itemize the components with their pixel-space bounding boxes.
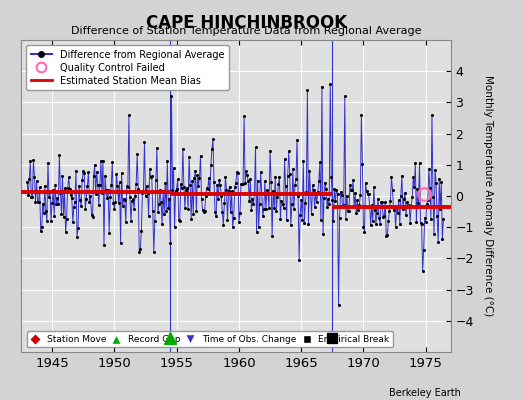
Legend: Station Move, Record Gap, Time of Obs. Change, Empirical Break: Station Move, Record Gap, Time of Obs. C… <box>27 331 393 348</box>
Y-axis label: Monthly Temperature Anomaly Difference (°C): Monthly Temperature Anomaly Difference (… <box>483 75 493 317</box>
Text: CAPE HINCHINBROOK: CAPE HINCHINBROOK <box>146 14 347 32</box>
Text: Berkeley Earth: Berkeley Earth <box>389 388 461 398</box>
Text: Difference of Station Temperature Data from Regional Average: Difference of Station Temperature Data f… <box>71 26 421 36</box>
